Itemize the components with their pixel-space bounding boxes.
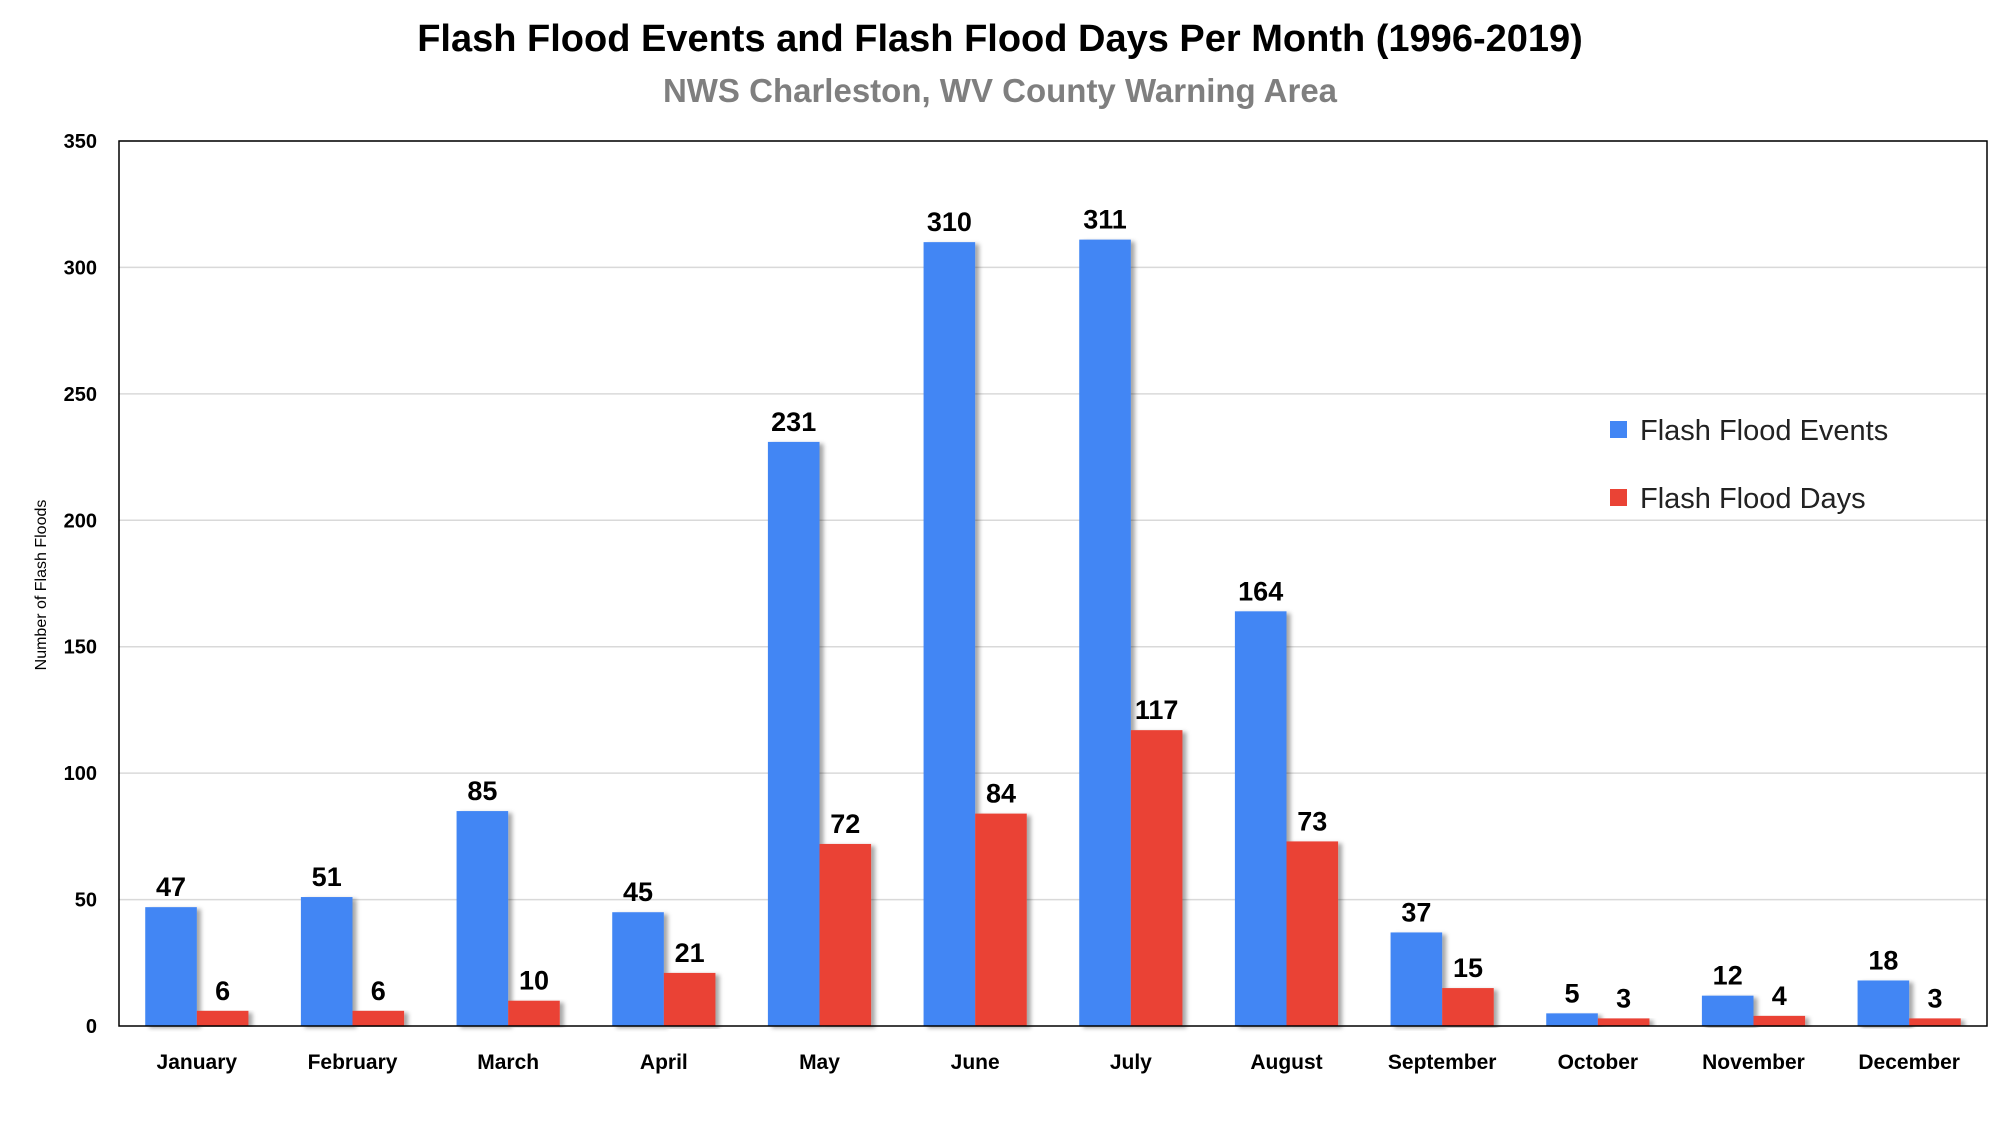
axes: 0 50 100 150 200 250 300 350 January February Marc… [64, 131, 1988, 1074]
chart-title: Flash Flood Events and Flash Flood Days … [417, 18, 1583, 60]
chart-subtitle: NWS Charleston, WV County Warning Area [662, 72, 1338, 109]
plot-border [118, 140, 1988, 1027]
events-data-label: 12 [1713, 961, 1743, 991]
days-bar [1597, 1018, 1650, 1026]
x-tick-label: March [477, 1051, 539, 1074]
x-tick-label: June [951, 1051, 1000, 1074]
legend-label-days: Flash Flood Days [1640, 483, 1866, 515]
x-tick-label: September [1388, 1051, 1497, 1074]
events-bar [923, 242, 976, 1027]
events-data-label: 45 [623, 877, 653, 907]
x-tick-label: January [157, 1051, 238, 1074]
days-bar [352, 1010, 405, 1026]
days-data-label: 72 [830, 809, 860, 839]
days-data-label: 10 [519, 966, 549, 996]
x-tick-label: November [1702, 1051, 1805, 1074]
x-tick-label: May [799, 1051, 840, 1074]
y-tick-label: 200 [64, 510, 97, 532]
y-tick-label: 250 [64, 384, 97, 406]
days-data-label: 3 [1927, 983, 1942, 1013]
y-tick-label: 150 [64, 637, 97, 659]
days-bar [1286, 841, 1339, 1026]
y-tick-label: 350 [64, 131, 97, 153]
days-bar [1909, 1018, 1961, 1026]
y-tick-label: 100 [64, 763, 97, 785]
days-data-label: 117 [1135, 695, 1179, 725]
events-data-label: 47 [156, 872, 186, 902]
events-bar [300, 897, 353, 1026]
events-bar [1079, 239, 1131, 1027]
days-data-label: 21 [675, 938, 705, 968]
days-data-label: 6 [215, 976, 230, 1006]
x-tick-label: April [640, 1051, 688, 1074]
days-bar [1130, 730, 1183, 1026]
days-bar [663, 972, 716, 1026]
x-tick-label: December [1858, 1051, 1960, 1074]
days-data-label: 84 [986, 779, 1016, 809]
bars [145, 239, 1961, 1027]
events-data-label: 231 [771, 407, 816, 437]
days-bar [508, 1000, 560, 1026]
legend-swatch-days [1610, 489, 1627, 506]
events-bar [145, 907, 197, 1026]
events-bar [1546, 1013, 1598, 1026]
events-data-label: 164 [1238, 576, 1283, 606]
legend-swatch-events [1610, 421, 1627, 438]
days-data-label: 73 [1297, 806, 1327, 836]
events-bar [1701, 995, 1754, 1026]
days-bar [196, 1010, 249, 1026]
legend: Flash Flood Events Flash Flood Days [1610, 415, 1888, 515]
days-bar [1753, 1015, 1806, 1026]
days-bar [1442, 988, 1494, 1026]
events-data-label: 37 [1401, 897, 1431, 927]
days-data-label: 15 [1453, 953, 1483, 983]
events-data-label: 311 [1083, 205, 1127, 235]
events-data-label: 18 [1868, 945, 1898, 975]
events-data-label: 310 [927, 207, 972, 237]
events-data-label: 51 [312, 862, 342, 892]
y-tick-label: 300 [64, 257, 97, 279]
events-bar [1857, 980, 1910, 1026]
x-tick-label: October [1558, 1051, 1639, 1074]
days-data-label: 3 [1616, 983, 1631, 1013]
y-axis-label: Number of Flash Floods [33, 500, 50, 671]
y-tick-label: 50 [75, 890, 97, 912]
legend-label-events: Flash Flood Events [1640, 415, 1888, 447]
days-data-label: 4 [1772, 981, 1787, 1011]
events-bar [1390, 932, 1443, 1026]
gridlines [119, 140, 1987, 901]
events-bar [456, 811, 509, 1026]
x-tick-label: February [308, 1051, 398, 1074]
events-data-label: 85 [467, 776, 497, 806]
days-bar [819, 843, 872, 1026]
data-labels: 47 6 51 6 85 10 45 21 231 72 310 84 311 117 164 73 37 15 5… [156, 205, 1942, 1014]
events-bar [767, 441, 820, 1026]
events-bar [1234, 611, 1287, 1026]
events-bar [612, 912, 664, 1026]
y-tick-label: 0 [86, 1016, 97, 1038]
days-bar [975, 813, 1027, 1026]
x-tick-label: August [1250, 1051, 1322, 1074]
x-tick-label: July [1110, 1051, 1152, 1074]
events-data-label: 5 [1565, 978, 1580, 1008]
days-data-label: 6 [371, 976, 386, 1006]
